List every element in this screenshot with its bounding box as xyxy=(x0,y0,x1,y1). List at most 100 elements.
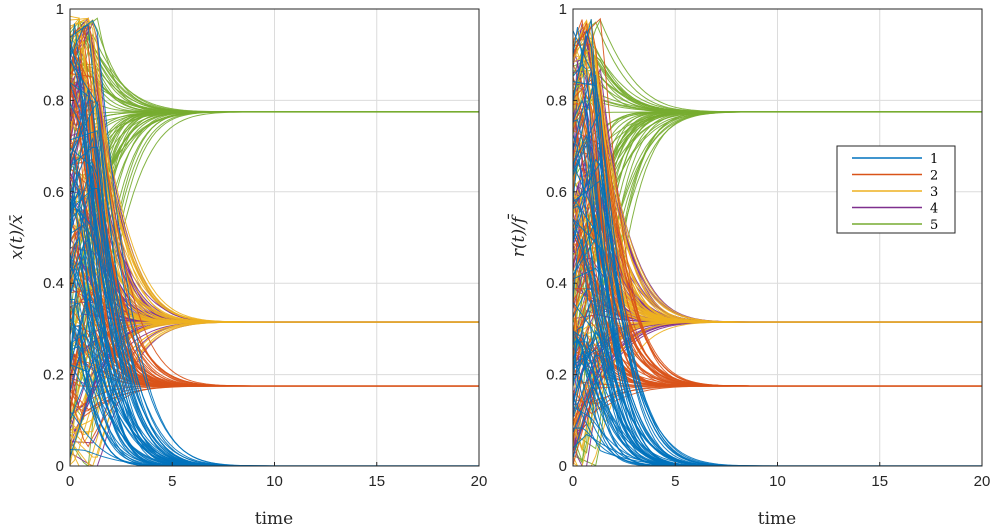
x-tick-label: 15 xyxy=(368,473,385,490)
series-5 xyxy=(573,18,982,466)
series-2 xyxy=(70,23,479,448)
trajectory-line xyxy=(70,146,479,466)
x-tick-label: 0 xyxy=(66,473,74,490)
legend-label-5: 5 xyxy=(930,218,938,233)
y-tick-label: 1 xyxy=(559,1,567,18)
trajectory-line xyxy=(70,100,479,466)
legend-label-4: 4 xyxy=(930,202,938,217)
x-tick-label: 5 xyxy=(168,473,176,490)
legend-label-1: 1 xyxy=(930,152,938,167)
trajectory-line xyxy=(573,288,982,466)
trajectory-line xyxy=(70,130,479,466)
trajectory-line xyxy=(70,224,479,466)
y-tick-label: 0 xyxy=(559,458,567,475)
left-plot: 0 5 10 15 20 0 0.2 0.4 0.6 0.8 1 x(t)/x̄ time xyxy=(7,1,487,528)
trajectory-line xyxy=(70,201,479,466)
trajectory-line xyxy=(70,259,479,466)
trajectory-line xyxy=(573,338,982,466)
series-1 xyxy=(70,19,479,466)
trajectory-line xyxy=(70,207,479,466)
x-tick-label: 15 xyxy=(871,473,888,490)
trajectory-line xyxy=(70,324,479,466)
trajectory-line xyxy=(70,19,479,466)
trajectory-line xyxy=(70,147,479,466)
trajectory-line xyxy=(70,188,479,466)
y-tick-label: 1 xyxy=(56,1,64,18)
trajectory-line xyxy=(573,158,982,466)
x-tick-label: 5 xyxy=(671,473,679,490)
x-tick-label: 20 xyxy=(974,473,991,490)
series-5 xyxy=(70,17,479,466)
trajectory-line xyxy=(70,297,479,466)
trajectory-line xyxy=(573,386,982,466)
right-curves xyxy=(573,17,982,466)
trajectory-line xyxy=(573,218,982,466)
y-tick-label: 0.4 xyxy=(546,275,567,292)
legend-box xyxy=(836,145,956,234)
trajectory-line xyxy=(70,161,479,466)
y-tick-label: 0.2 xyxy=(43,367,64,384)
trajectory-line xyxy=(70,102,479,466)
trajectory-line xyxy=(70,359,479,466)
trajectory-line xyxy=(70,243,479,466)
trajectory-line xyxy=(70,364,479,466)
trajectory-line xyxy=(573,71,982,466)
trajectory-line xyxy=(70,83,479,466)
legend: 1 23 45 xyxy=(836,145,956,234)
right-grid xyxy=(572,8,983,467)
y-tick-label: 0.6 xyxy=(546,184,567,201)
trajectory-line xyxy=(573,359,982,466)
trajectory-line xyxy=(573,267,982,466)
y-tick-label: 0.6 xyxy=(43,184,64,201)
trajectory-line xyxy=(573,217,982,466)
x-tick-label: 0 xyxy=(569,473,577,490)
trajectory-line xyxy=(573,397,982,466)
trajectory-line xyxy=(70,60,479,466)
trajectory-line xyxy=(573,354,982,466)
trajectory-line xyxy=(573,161,982,466)
trajectory-line xyxy=(573,81,982,466)
right-y-axis-label: r(t)/f̄ xyxy=(506,214,529,257)
trajectory-line xyxy=(70,238,479,466)
trajectory-line xyxy=(573,111,982,466)
trajectory-line xyxy=(70,370,479,466)
left-y-axis-label: x(t)/x̄ xyxy=(7,214,27,259)
x-tick-label: 10 xyxy=(266,473,283,490)
trajectory-line xyxy=(573,134,982,466)
y-tick-label: 0.4 xyxy=(43,275,64,292)
left-x-axis-label: time xyxy=(255,509,293,528)
legend-label-3: 3 xyxy=(930,185,938,200)
trajectory-line xyxy=(573,433,982,466)
y-tick-label: 0.2 xyxy=(546,367,567,384)
left-curves xyxy=(70,15,479,466)
y-tick-label: 0.8 xyxy=(546,92,567,109)
trajectory-line xyxy=(70,23,479,466)
trajectory-line xyxy=(70,284,479,466)
left-ticks: 0 5 10 15 20 0 0.2 0.4 0.6 0.8 1 xyxy=(43,1,487,490)
x-tick-label: 10 xyxy=(769,473,786,490)
trajectory-line xyxy=(70,187,479,466)
trajectory-line xyxy=(573,350,982,466)
trajectory-line xyxy=(70,298,479,466)
trajectory-line xyxy=(573,337,982,466)
trajectory-line xyxy=(70,55,479,466)
trajectory-line xyxy=(573,30,982,466)
trajectory-line xyxy=(573,197,982,466)
trajectory-line xyxy=(70,325,479,466)
trajectory-line xyxy=(573,19,982,466)
series-1 xyxy=(573,19,982,466)
legend-label-2: 2 xyxy=(930,169,938,184)
x-tick-label: 20 xyxy=(471,473,488,490)
left-grid xyxy=(69,8,480,467)
y-tick-label: 0.8 xyxy=(43,92,64,109)
trajectory-line xyxy=(573,218,982,466)
trajectory-line xyxy=(573,299,982,466)
trajectory-line xyxy=(70,302,479,466)
trajectory-line xyxy=(70,265,479,466)
y-tick-label: 0 xyxy=(56,458,64,475)
trajectory-line xyxy=(70,82,479,466)
trajectory-line xyxy=(70,174,479,466)
